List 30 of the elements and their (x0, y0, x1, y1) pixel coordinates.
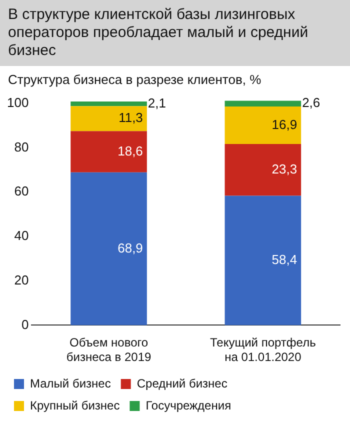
y-tick-label: 0 (21, 316, 29, 332)
y-tick-label: 40 (14, 228, 29, 244)
y-tick-label: 80 (14, 139, 29, 154)
data-label: 18,6 (118, 143, 143, 158)
y-tick-label: 60 (14, 184, 29, 199)
x-tick-label: Текущий портфель на 01.01.2020 (210, 336, 316, 364)
data-label: 2,6 (302, 95, 320, 110)
bar (70, 106, 147, 132)
y-tick-label: 100 (6, 95, 29, 110)
chart-title: В структуре клиентской базы лизинговых операторов преобладает малый и средний бизнес (0, 0, 350, 66)
bar (224, 106, 302, 144)
bar (70, 131, 147, 172)
x-tick-label: Объем нового бизнеса в 2019 (66, 336, 152, 364)
bar (224, 100, 302, 107)
bar (224, 196, 302, 326)
legend-label: Средний бизнес (136, 376, 228, 390)
legend-label: Госучреждения (146, 398, 232, 412)
data-label: 23,3 (272, 161, 298, 176)
bar (224, 144, 302, 196)
data-label: 68,9 (118, 240, 143, 256)
bar (70, 172, 147, 326)
chart-subtitle: Структура бизнеса в разрезе клиентов, % (7, 71, 262, 87)
y-tick-label: 20 (14, 272, 29, 288)
legend-label: Малый бизнес (30, 376, 111, 390)
legend-label: Крупный бизнес (30, 398, 120, 412)
data-label: 2,1 (148, 95, 166, 110)
data-label: 11,3 (118, 110, 143, 126)
data-label: 58,4 (272, 252, 298, 268)
bar (70, 101, 147, 106)
data-label: 16,9 (272, 116, 298, 132)
